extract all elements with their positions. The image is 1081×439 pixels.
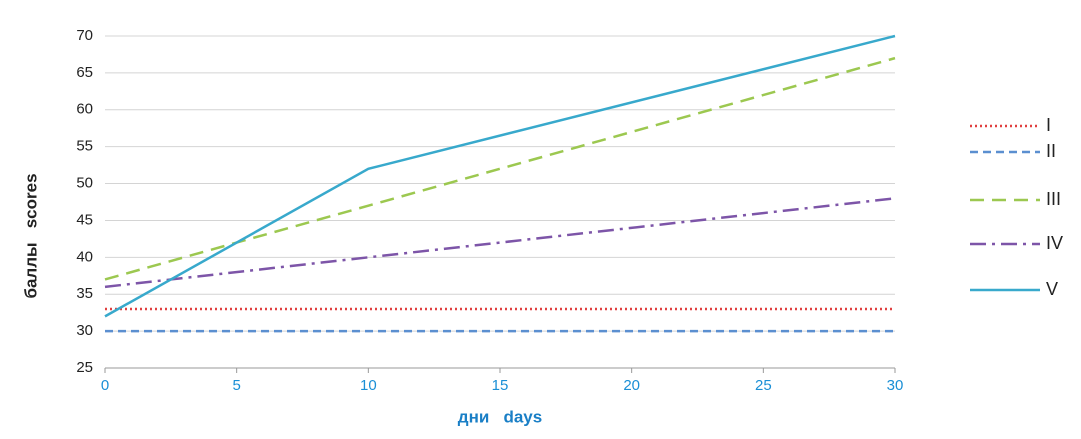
y-axis-label: баллы scores (21, 173, 40, 298)
y-tick-label: 65 (76, 64, 93, 81)
y-tick-label: 30 (76, 322, 93, 339)
y-tick-label: 60 (76, 101, 93, 118)
x-tick-label: 15 (492, 377, 509, 394)
x-tick-label: 25 (755, 377, 772, 394)
legend-label: I (1046, 115, 1051, 135)
legend-label: II (1046, 141, 1056, 161)
x-tick-label: 0 (101, 377, 109, 394)
y-tick-label: 45 (76, 211, 93, 228)
series-line (104, 197, 896, 289)
y-tick-label: 50 (76, 175, 93, 192)
x-tick-label: 20 (623, 377, 640, 394)
x-axis-label: дни days (458, 407, 542, 426)
y-tick-label: 25 (76, 359, 93, 376)
x-tick-label: 10 (360, 377, 377, 394)
legend-label: IV (1046, 233, 1063, 253)
x-tick-label: 30 (887, 377, 904, 394)
y-tick-label: 40 (76, 248, 93, 265)
y-tick-label: 55 (76, 138, 93, 155)
series-line (104, 34, 896, 318)
y-tick-label: 35 (76, 285, 93, 302)
x-tick-label: 5 (232, 377, 240, 394)
legend-label: V (1046, 279, 1058, 299)
legend-label: III (1046, 189, 1061, 209)
y-tick-label: 70 (76, 27, 93, 44)
series-line (104, 56, 896, 281)
